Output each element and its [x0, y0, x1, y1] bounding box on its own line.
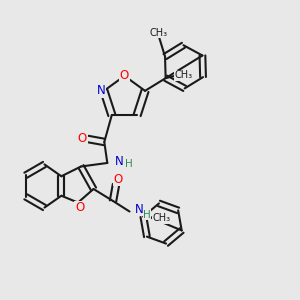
Text: N: N: [97, 84, 105, 97]
Text: H: H: [143, 209, 151, 220]
Text: O: O: [120, 69, 129, 82]
Text: N: N: [135, 202, 144, 216]
Text: CH₃: CH₃: [150, 28, 168, 38]
Text: N: N: [115, 155, 124, 168]
Text: H: H: [125, 160, 133, 170]
Text: O: O: [114, 172, 123, 186]
Text: O: O: [78, 133, 87, 146]
Text: CH₃: CH₃: [153, 213, 171, 223]
Text: CH₃: CH₃: [175, 70, 193, 80]
Text: O: O: [75, 202, 84, 214]
